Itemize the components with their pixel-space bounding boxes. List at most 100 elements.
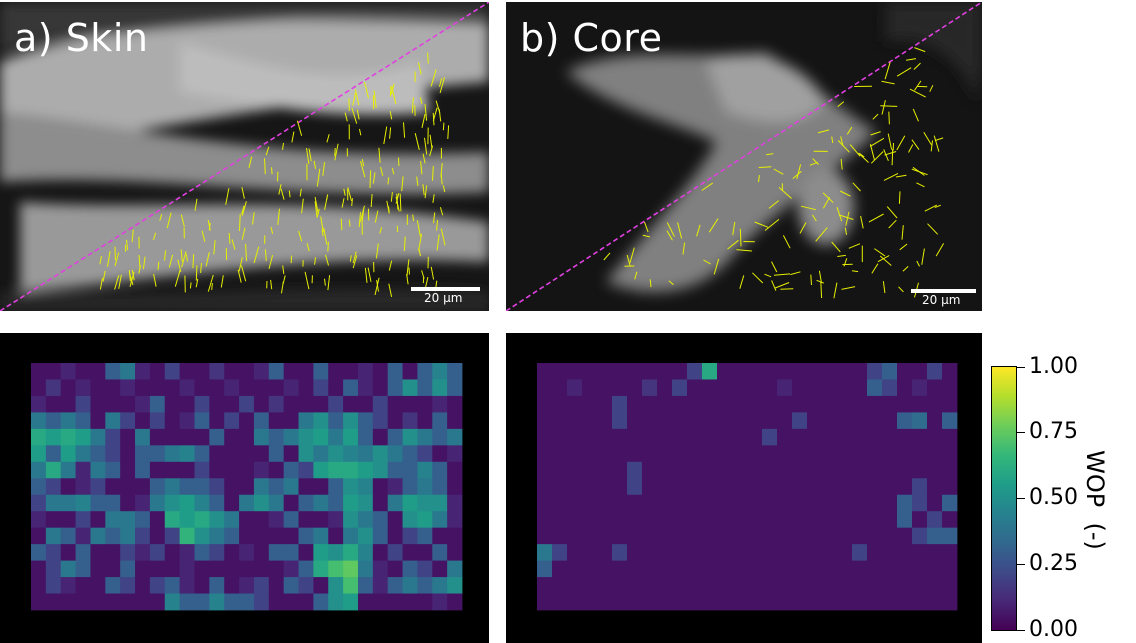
heatmap-cell <box>253 478 270 496</box>
orientation-segment <box>278 184 282 195</box>
orientation-segment <box>908 144 914 153</box>
heatmap-cell <box>60 445 76 463</box>
panel-label-skin: a) Skin <box>14 16 149 60</box>
heatmap-cell <box>357 428 374 446</box>
heatmap-cell <box>942 461 958 479</box>
heatmap-cell <box>942 544 958 561</box>
heatmap-cell <box>432 412 448 430</box>
heatmap-cell <box>447 445 463 463</box>
orientation-segment <box>708 218 719 233</box>
orientation-segment <box>934 137 944 142</box>
heatmap-cell <box>209 560 225 578</box>
heatmap-cell <box>897 544 913 561</box>
heatmap-cell <box>597 511 613 529</box>
heatmap-cell <box>837 593 853 611</box>
heatmap-cell <box>657 494 673 512</box>
heatmap-cell <box>253 379 270 397</box>
orientation-segment <box>252 212 255 225</box>
heatmap-cell <box>417 412 433 430</box>
heatmap-cell <box>687 395 703 413</box>
heatmap-cell <box>447 527 463 545</box>
heatmap-cell <box>807 428 823 446</box>
heatmap-cell <box>672 412 688 430</box>
heatmap-cell <box>194 461 210 479</box>
orientation-segment <box>815 227 828 242</box>
heatmap-cell <box>60 395 76 413</box>
colorbar-tick-label: 1.00 <box>1029 354 1078 379</box>
orientation-segment <box>395 196 400 212</box>
orientation-segment <box>354 89 360 106</box>
heatmap-cell <box>702 527 718 545</box>
orientation-segment <box>314 257 316 265</box>
heatmap-cell <box>552 478 568 496</box>
heatmap-cell <box>120 544 136 561</box>
orientation-segment <box>758 175 760 183</box>
heatmap-cell <box>927 560 943 578</box>
heatmap-cell <box>402 478 418 496</box>
heatmap-cell <box>149 511 166 529</box>
heatmap-cell <box>717 445 733 463</box>
heatmap-cell <box>867 544 883 561</box>
heatmap-cell <box>687 428 703 446</box>
heatmap-cell <box>567 379 583 397</box>
orientation-segment <box>166 212 172 229</box>
heatmap-cell <box>912 593 928 611</box>
heatmap-cell <box>328 560 344 578</box>
orientation-segment <box>812 158 820 166</box>
heatmap-cell <box>747 560 763 578</box>
orientation-segment <box>868 213 884 223</box>
heatmap-cell <box>822 363 838 380</box>
heatmap-cell <box>298 412 314 430</box>
orientation-segment <box>432 107 438 122</box>
heatmap-cell <box>447 511 463 529</box>
heatmap-cell <box>717 544 733 561</box>
orientation-segment <box>902 266 909 272</box>
heatmap-cell <box>747 527 763 545</box>
heatmap-cell <box>60 593 76 611</box>
heatmap-cell <box>612 412 628 430</box>
heatmap-cell <box>224 379 240 397</box>
orientation-segment <box>713 258 720 275</box>
orientation-segment <box>887 133 893 150</box>
heatmap-cell <box>672 395 688 413</box>
heatmap-cell <box>537 445 553 463</box>
heatmap-cell <box>537 527 553 545</box>
diagonal-divider-line <box>506 2 982 311</box>
orientation-segment <box>771 261 778 273</box>
heatmap-cell <box>179 593 195 611</box>
heatmap-cell <box>762 511 778 529</box>
orientation-segment <box>799 222 807 234</box>
heatmap-cell <box>612 428 628 446</box>
heatmap-cell <box>837 494 853 512</box>
orientation-segment <box>792 170 802 179</box>
heatmap-cell <box>822 544 838 561</box>
heatmap-cell <box>194 412 210 430</box>
heatmap-cell <box>897 560 913 578</box>
heatmap-cell <box>822 478 838 496</box>
heatmap-cell <box>792 461 808 479</box>
heatmap-cell <box>60 428 76 446</box>
heatmap-cell <box>372 363 389 380</box>
heatmap-cell <box>105 363 121 380</box>
heatmap-cell <box>837 577 853 594</box>
heatmap-cell <box>732 527 748 545</box>
heatmap-cell <box>807 379 823 397</box>
heatmap-cell <box>582 527 598 545</box>
heatmap-cell <box>612 511 628 529</box>
heatmap-cell <box>717 511 733 529</box>
heatmap-cell <box>867 593 883 611</box>
orientation-segment <box>390 192 393 202</box>
heatmap-cell <box>60 577 76 594</box>
heatmap-cell <box>762 494 778 512</box>
heatmap-cell <box>612 461 628 479</box>
heatmap-cell <box>672 461 688 479</box>
orientation-segment <box>379 227 383 234</box>
heatmap-cell <box>852 363 868 380</box>
heatmap-cell <box>747 379 763 397</box>
heatmap-cell <box>31 363 47 380</box>
orientation-lines <box>99 52 450 298</box>
orientation-segment <box>348 219 351 227</box>
heatmap-cell <box>642 527 658 545</box>
heatmap-cell <box>283 461 299 479</box>
heatmap-cell <box>912 577 928 594</box>
